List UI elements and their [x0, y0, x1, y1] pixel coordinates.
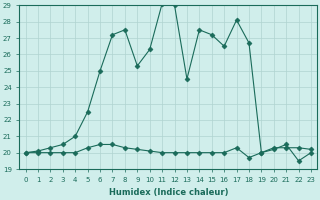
X-axis label: Humidex (Indice chaleur): Humidex (Indice chaleur) — [108, 188, 228, 197]
